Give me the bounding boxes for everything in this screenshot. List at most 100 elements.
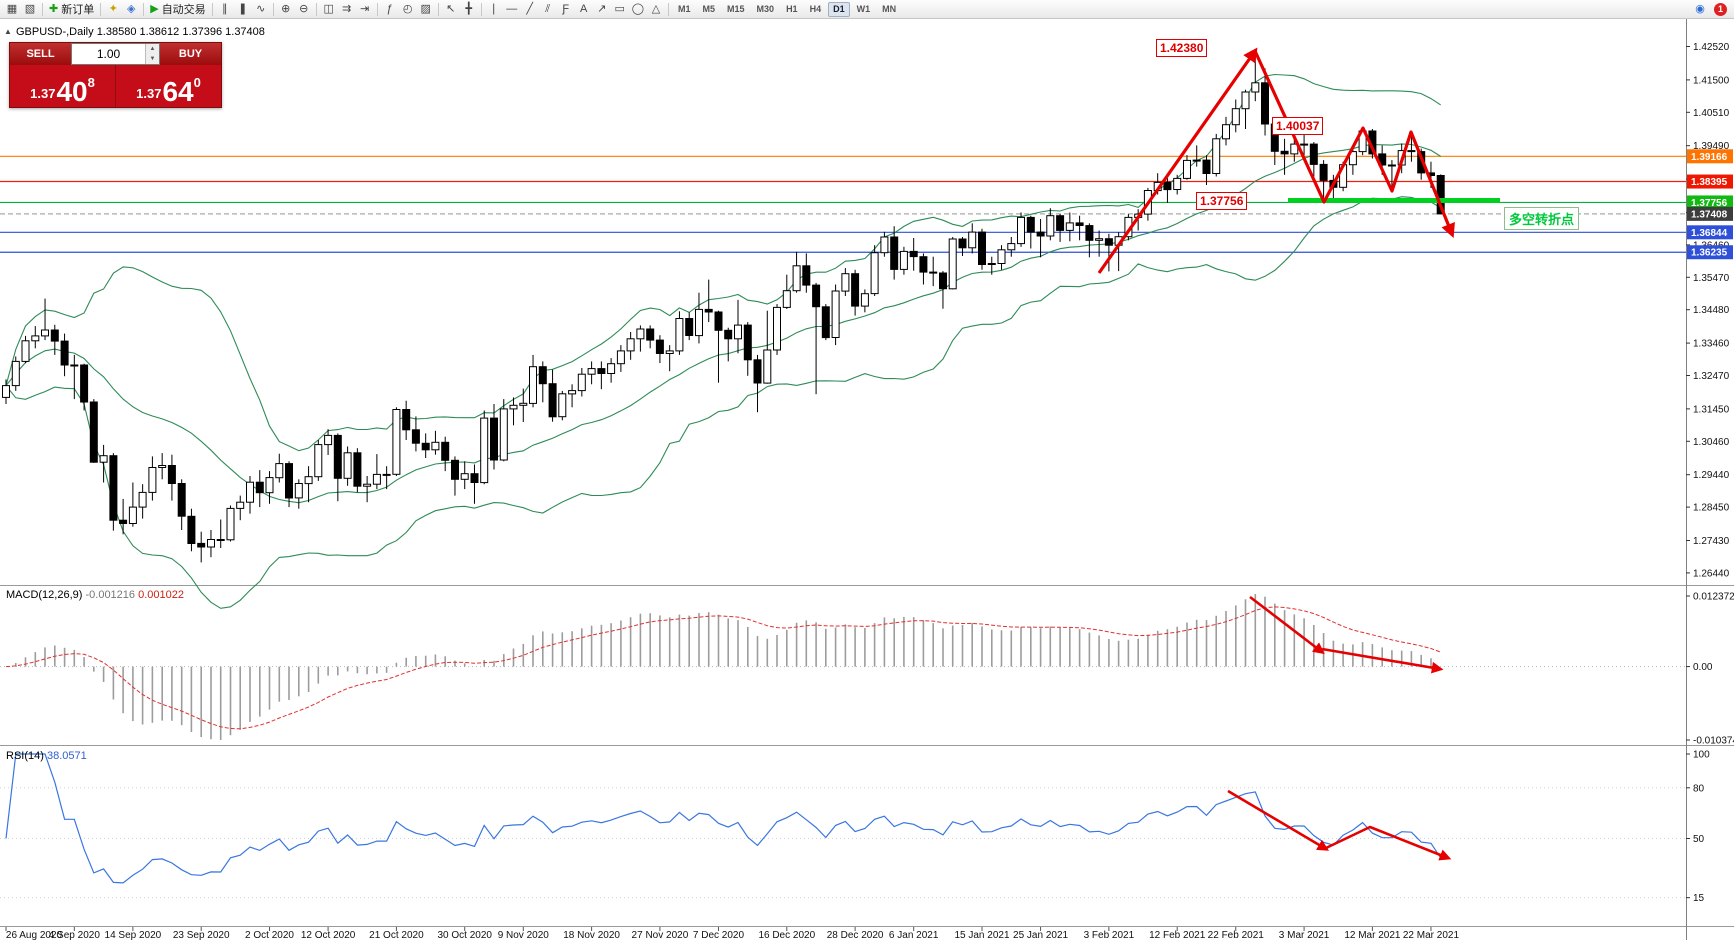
macd-axis-label: 0.012372 <box>1693 592 1734 603</box>
pivot-note-label[interactable]: 多空转折点 <box>1504 207 1580 230</box>
volume-field[interactable]: 1.00 ▲ ▼ <box>71 43 160 65</box>
mql5-community-button[interactable]: ◉ <box>1691 1 1709 18</box>
chart-shift-button[interactable]: ⇥ <box>356 1 374 18</box>
line-chart-button[interactable]: ∿ <box>252 1 270 18</box>
timeframe-m30-button[interactable]: M30 <box>756 4 775 14</box>
sell-price[interactable]: 1.37 40 8 <box>10 65 116 107</box>
candle <box>812 284 821 308</box>
crosshair-button[interactable]: ╋ <box>460 1 478 18</box>
arrows-tool-button[interactable]: ↗ <box>593 1 611 18</box>
zoom-out-button[interactable]: ⊖ <box>295 1 313 18</box>
tile-windows-button[interactable]: ◫ <box>320 1 338 18</box>
notifications-button[interactable]: 1 <box>1714 2 1727 16</box>
candle <box>304 476 313 485</box>
price-tick-label: 1.29440 <box>1693 470 1730 481</box>
candle <box>441 441 450 461</box>
cursor-button[interactable]: ↖ <box>442 1 460 18</box>
date-label: 9 Nov 2020 <box>498 930 550 940</box>
trendline-button[interactable]: ╱ <box>521 1 539 18</box>
candle <box>216 539 225 541</box>
trend-arrow[interactable] <box>1253 50 1455 239</box>
timeframe-m1-button[interactable]: M1 <box>678 4 691 14</box>
trendline-icon: ╱ <box>526 2 533 15</box>
timeframe-m5-button[interactable]: M5 <box>702 4 716 14</box>
volume-value[interactable]: 1.00 <box>96 47 121 61</box>
buy-price[interactable]: 1.37 64 0 <box>116 65 221 107</box>
support-zone-line[interactable] <box>1288 198 1500 203</box>
volume-up-icon[interactable]: ▲ <box>146 44 159 54</box>
indicators-button[interactable]: ƒ <box>381 1 399 18</box>
trend-arrow[interactable] <box>1097 47 1258 274</box>
timeframe-w1-button[interactable]: W1 <box>856 4 871 14</box>
macd-name: MACD(12,26,9) <box>6 589 83 601</box>
templates-button[interactable]: ▨ <box>417 1 435 18</box>
candle <box>753 359 762 384</box>
date-label: 14 Sep 2020 <box>105 930 162 940</box>
candle <box>577 373 586 392</box>
trend-arrow[interactable] <box>1227 789 1330 851</box>
autotrading-button[interactable]: ▶ 自动交易 <box>147 1 208 18</box>
new-chart-button[interactable]: ▦ <box>3 1 21 18</box>
ellipse-button[interactable]: ◯ <box>629 1 647 18</box>
date-label: 22 Feb 2021 <box>1208 930 1265 940</box>
candle <box>138 491 147 508</box>
date-label: 25 Jan 2021 <box>1013 930 1068 940</box>
candle <box>1085 225 1094 241</box>
toolbar-separator <box>376 2 378 16</box>
trade-panel-collapse-icon[interactable]: ▲ <box>4 27 12 36</box>
price-annotation-label[interactable]: 1.42380 <box>1156 39 1208 57</box>
timeframe-h4-button[interactable]: H4 <box>809 4 822 14</box>
price-tick-label: 1.40510 <box>1693 108 1730 119</box>
price-annotation-label[interactable]: 1.37756 <box>1196 192 1248 210</box>
metaeditor-button[interactable]: ✦ <box>104 1 122 18</box>
auto-scroll-button[interactable]: ⇉ <box>338 1 356 18</box>
candles-button[interactable]: ❚ <box>234 1 252 18</box>
periods-button[interactable]: ◴ <box>399 1 417 18</box>
sell-button[interactable]: SELL <box>10 43 71 65</box>
volume-spinner[interactable]: ▲ ▼ <box>145 44 159 64</box>
fibonacci-button[interactable]: Ƒ <box>557 1 575 18</box>
volume-down-icon[interactable]: ▼ <box>146 54 159 64</box>
timeframe-mn-button[interactable]: MN <box>882 4 897 14</box>
candle <box>70 364 79 367</box>
candle <box>1241 91 1250 110</box>
trend-arrow[interactable] <box>1321 647 1444 674</box>
candle <box>646 328 655 341</box>
zoom-in-button[interactable]: ⊕ <box>277 1 295 18</box>
candle <box>1348 151 1357 166</box>
candle <box>899 250 908 270</box>
candle <box>480 417 489 484</box>
horizontal-line-button[interactable]: ― <box>503 1 521 18</box>
trend-arrow[interactable] <box>1325 825 1452 861</box>
strategy-tester-button[interactable]: ◈ <box>122 1 140 18</box>
sell-price-figure: 1.37 <box>30 86 56 101</box>
candle <box>655 339 664 355</box>
rectangle-button[interactable]: ▭ <box>611 1 629 18</box>
profiles-button[interactable]: ▧ <box>21 1 39 18</box>
candle <box>490 417 498 461</box>
timeframe-d1-button[interactable]: D1 <box>828 1 850 17</box>
bars-button[interactable]: ∥ <box>216 1 234 18</box>
candle <box>509 404 518 410</box>
candle <box>1183 159 1191 179</box>
vertical-line-button[interactable]: ❘ <box>485 1 503 18</box>
text-tool-button[interactable]: A <box>575 1 593 18</box>
price-level-tag-label: 1.37756 <box>1691 198 1728 209</box>
date-label: 3 Feb 2021 <box>1084 930 1135 940</box>
price-annotation-label[interactable]: 1.40037 <box>1272 117 1324 135</box>
candle <box>363 483 372 487</box>
candle <box>207 539 215 548</box>
buy-button[interactable]: BUY <box>160 43 221 65</box>
timeframe-m15-button[interactable]: M15 <box>727 4 745 14</box>
candle <box>1007 243 1016 251</box>
candle <box>870 252 879 295</box>
triangle-button[interactable]: △ <box>647 1 665 18</box>
rsi-axis-label: 100 <box>1693 750 1710 761</box>
candle <box>421 442 430 451</box>
trend-arrow[interactable] <box>1249 595 1325 655</box>
timeframe-h1-button[interactable]: H1 <box>786 4 798 14</box>
channel-button[interactable]: ⫽ <box>539 1 557 18</box>
metaeditor-icon: ✦ <box>108 2 118 15</box>
new-order-button[interactable]: ✚ 新订单 <box>46 1 97 18</box>
